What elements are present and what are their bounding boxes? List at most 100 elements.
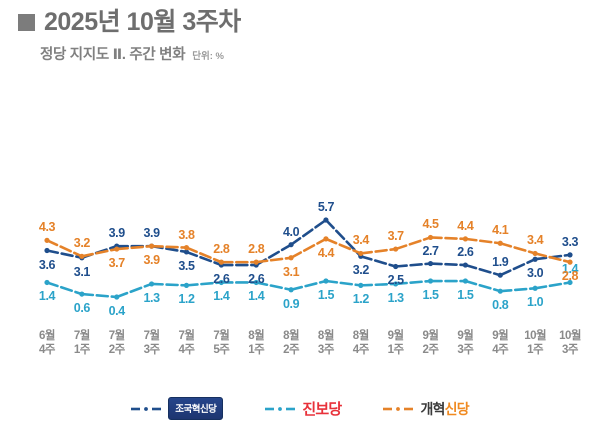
data-point[interactable] <box>497 288 503 294</box>
data-point[interactable] <box>288 242 294 248</box>
data-point[interactable] <box>532 285 538 291</box>
data-point[interactable] <box>323 236 329 242</box>
x-axis-label-month: 8월 <box>283 330 300 342</box>
value-label: 4.0 <box>282 224 300 239</box>
data-point[interactable] <box>532 250 538 257</box>
value-label: 3.4 <box>527 233 544 248</box>
x-axis-label-week: 3주 <box>143 344 160 356</box>
data-point[interactable] <box>44 279 50 286</box>
data-point[interactable] <box>358 250 364 257</box>
value-label: 3.2 <box>352 263 370 278</box>
value-label: 4.4 <box>457 218 474 233</box>
x-axis-label-week: 2주 <box>283 344 300 356</box>
x-axis-label-week: 2주 <box>422 344 439 356</box>
series-segment <box>289 237 328 260</box>
data-point[interactable] <box>323 278 329 284</box>
value-label: 3.7 <box>108 256 126 271</box>
series-segment <box>185 246 223 264</box>
x-axis-label-week: 5주 <box>213 344 230 356</box>
legend-item-jin[interactable]: 진보당 <box>265 398 342 419</box>
data-point[interactable] <box>532 256 538 262</box>
series-segment <box>185 250 223 267</box>
value-label: 0.4 <box>108 304 126 318</box>
value-label: 4.5 <box>422 217 439 232</box>
data-point[interactable] <box>462 278 468 284</box>
data-point[interactable] <box>393 246 399 252</box>
data-point[interactable] <box>79 291 85 297</box>
series-segment <box>45 239 84 258</box>
series-segment <box>324 279 363 287</box>
x-axis-label: 7월 4주 <box>178 329 194 357</box>
x-axis-label: 10월 1주 <box>524 329 546 357</box>
x-axis-label: 8월 1주 <box>248 329 264 357</box>
page-title: 2025년 10월 3주차 <box>44 8 241 36</box>
x-axis-label-week: 3주 <box>457 344 474 356</box>
data-point[interactable] <box>567 279 573 286</box>
x-axis-label-week: 1주 <box>387 344 404 356</box>
value-label: 1.4 <box>213 289 230 304</box>
data-point[interactable] <box>79 253 85 259</box>
data-point[interactable] <box>114 246 120 252</box>
data-point[interactable] <box>393 281 399 287</box>
data-point[interactable] <box>427 278 434 284</box>
unit-label: 단위: % <box>192 51 224 62</box>
legend-item-gae[interactable]: 개혁신당 <box>383 399 470 419</box>
data-point[interactable] <box>323 217 329 223</box>
data-point[interactable] <box>393 263 399 270</box>
data-point[interactable] <box>149 281 155 287</box>
value-label: 1.3 <box>387 290 405 305</box>
x-axis-label: 8월 4주 <box>353 329 369 357</box>
x-axis-label-month: 9월 <box>457 330 474 342</box>
data-point[interactable] <box>427 260 434 267</box>
data-point[interactable] <box>567 259 573 265</box>
x-axis-label-month: 9월 <box>492 330 509 342</box>
data-point[interactable] <box>427 234 434 241</box>
data-point[interactable] <box>183 245 190 251</box>
series-segment <box>45 281 84 296</box>
data-point[interactable] <box>462 236 468 242</box>
data-point[interactable] <box>497 240 503 246</box>
data-point[interactable] <box>183 282 190 288</box>
square-bullet-icon <box>18 14 35 31</box>
legend-line-cho-icon <box>131 406 162 411</box>
data-point[interactable] <box>44 237 50 243</box>
legend-item-cho[interactable]: 조국혁신당 <box>131 397 224 420</box>
chart-header: 2025년 10월 3주차 정당 지지도 Ⅱ. 주간 변화 단위: % <box>0 0 600 64</box>
value-label: 1.5 <box>317 288 335 303</box>
data-point[interactable] <box>253 259 259 265</box>
legend-label-gae-part2: 신당 <box>444 400 470 417</box>
data-point[interactable] <box>149 243 155 249</box>
data-point[interactable] <box>462 262 468 268</box>
x-axis-label-week: 4주 <box>352 344 369 356</box>
x-axis-label-month: 7월 <box>143 330 160 342</box>
x-axis-label-month: 10월 <box>559 330 581 342</box>
series-segment <box>394 262 432 268</box>
value-label: 3.0 <box>527 266 544 281</box>
x-axis-label-month: 8월 <box>317 330 334 342</box>
legend-label-gae-part1: 개혁 <box>420 400 445 417</box>
data-point[interactable] <box>497 272 503 278</box>
x-axis-label-month: 9월 <box>387 330 404 342</box>
data-point[interactable] <box>288 287 294 293</box>
value-label: 1.3 <box>143 290 161 305</box>
series-segment <box>80 292 119 299</box>
series-segment <box>464 279 502 293</box>
data-point[interactable] <box>218 259 224 265</box>
value-label: 2.6 <box>457 245 474 260</box>
x-axis-label-month: 7월 <box>178 330 195 342</box>
data-point[interactable] <box>44 247 50 254</box>
data-point[interactable] <box>114 294 120 300</box>
data-point[interactable] <box>218 279 224 286</box>
x-axis-label-week: 1주 <box>248 344 265 356</box>
value-label: 4.1 <box>492 223 509 238</box>
data-point[interactable] <box>183 249 190 255</box>
subtitle-row: 정당 지지도 Ⅱ. 주간 변화 단위: % <box>0 35 600 64</box>
x-axis-label-week: 1주 <box>527 344 544 356</box>
x-axis-label: 9월 4주 <box>492 329 508 357</box>
data-point[interactable] <box>358 282 364 288</box>
data-point[interactable] <box>567 252 573 258</box>
value-label: 1.4 <box>561 262 579 277</box>
data-point[interactable] <box>288 255 294 261</box>
data-point[interactable] <box>253 279 259 286</box>
x-axis-label: 7월 3주 <box>144 329 160 357</box>
